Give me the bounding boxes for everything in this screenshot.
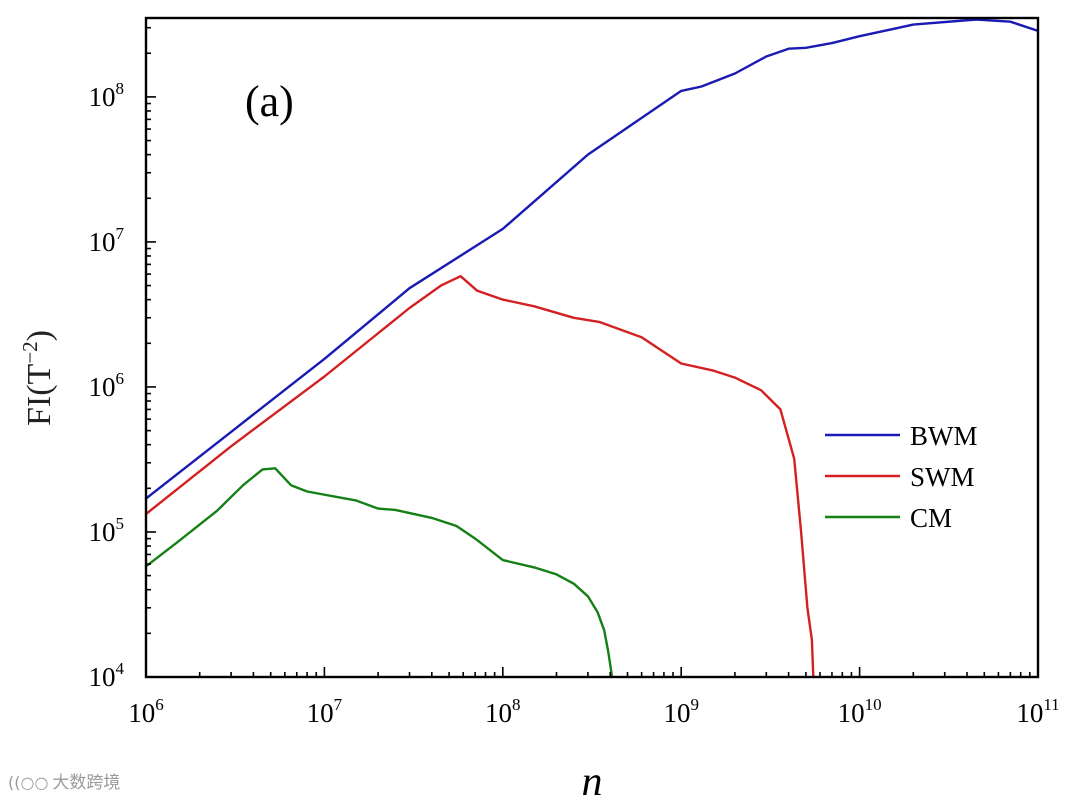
legend-label-bwm: BWM [910, 421, 978, 451]
series-line-cm [144, 467, 614, 679]
x-axis-label: n [582, 759, 603, 802]
y-tick-label: 106 [89, 369, 125, 402]
y-axis-label: FI(T−2) [18, 330, 58, 426]
panel-label: (a) [245, 77, 294, 126]
watermark-logo-icon: ((○○ [8, 773, 49, 792]
watermark-text: 大数跨境 [52, 773, 121, 793]
series-line-bwm [144, 18, 1040, 500]
x-tick-label: 106 [128, 695, 164, 728]
legend: BWM SWM CM [825, 421, 978, 533]
y-tick-label: 105 [89, 514, 125, 547]
watermark: ((○○ 大数跨境 [8, 768, 120, 793]
legend-label-cm: CM [910, 503, 952, 533]
y-tick-label: 107 [89, 224, 125, 257]
series-layer [144, 18, 1040, 679]
plot-frame [144, 16, 1040, 679]
legend-label-swm: SWM [910, 462, 975, 492]
x-tick-label: 108 [485, 695, 521, 728]
y-tick-label: 108 [89, 79, 125, 112]
x-tick-label: 1011 [1016, 695, 1059, 728]
series-line-swm [144, 275, 815, 679]
x-tick-label: 1010 [838, 695, 882, 728]
y-tick-label: 104 [89, 659, 125, 692]
x-tick-label: 109 [663, 695, 699, 728]
x-tick-label: 107 [307, 695, 343, 728]
